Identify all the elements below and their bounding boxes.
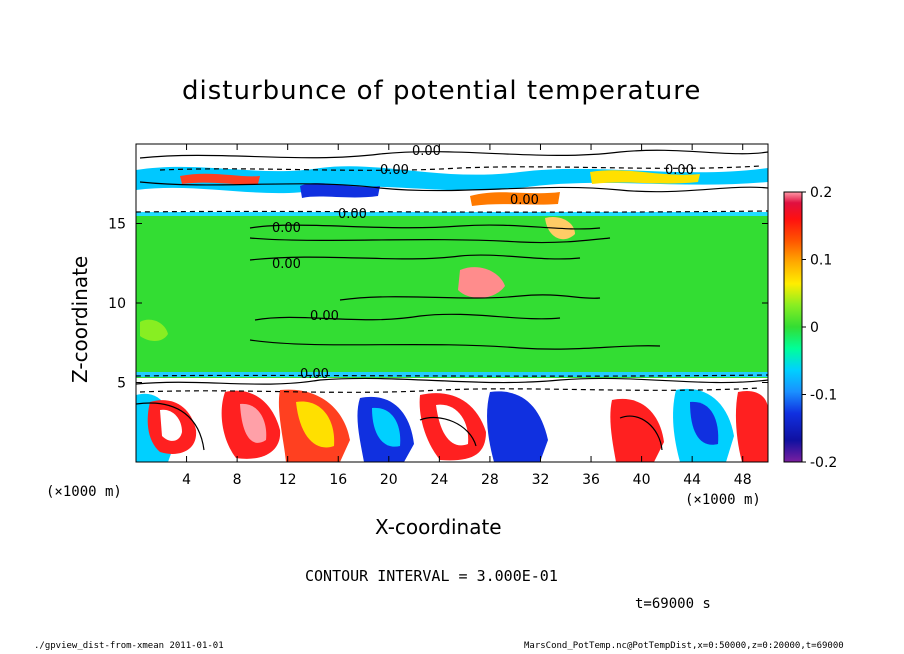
lower-patch-white-7 xyxy=(558,391,616,461)
contour-line-12 xyxy=(619,415,663,451)
mid-patch-2 xyxy=(458,267,505,298)
chart-title: disturbunce of potential temperature xyxy=(182,76,702,106)
x-tick-label-6: 28 xyxy=(481,472,499,488)
contour-line-5 xyxy=(254,313,561,321)
contour-label-6: 0.00 xyxy=(310,309,339,324)
mid-patch-1 xyxy=(140,319,168,341)
footer-left: ./gpview_dist-from-xmean 2011-01-01 xyxy=(34,641,224,651)
y-tick-label-0: 5 xyxy=(117,376,126,392)
dashed-contours xyxy=(136,165,768,393)
x-tick-label-5: 24 xyxy=(430,472,448,488)
x-tick-label-0: 4 xyxy=(182,472,191,488)
x-tick-label-3: 16 xyxy=(329,472,347,488)
lower-patch-cyan-4 xyxy=(372,407,401,447)
contour-line-11 xyxy=(419,416,477,447)
colorbar xyxy=(783,191,803,463)
contour-line-1 xyxy=(249,224,601,230)
lower-patch-red-10 xyxy=(735,390,768,462)
upper-patch-yellow xyxy=(590,170,700,184)
dashed-contour-4 xyxy=(139,387,761,393)
contour-label-8: 0.00 xyxy=(510,193,539,208)
lower-patch-white-1 xyxy=(160,409,182,441)
x-tick-label-2: 12 xyxy=(279,472,297,488)
time-label: t=69000 s xyxy=(635,596,711,612)
contour-label-1: 0.00 xyxy=(380,163,409,178)
colorbar-label-3: -0.1 xyxy=(810,388,837,404)
upper-patch-orange xyxy=(470,192,560,206)
contour-line-8 xyxy=(139,181,768,193)
lower-patch-pink-2 xyxy=(240,403,267,443)
contour-label-0: 0.00 xyxy=(412,144,441,159)
neutral-band xyxy=(136,214,768,378)
y-tick-label-1: 10 xyxy=(108,296,126,312)
dashed-contour-1 xyxy=(136,210,768,213)
y-axis-unit: (×1000 m) xyxy=(46,484,122,500)
x-axis-ticks: 4 8 12 16 20 24 28 32 36 40 44 48 xyxy=(182,144,752,488)
lower-patch-white-5 xyxy=(436,404,469,446)
contour-label-4: 0.00 xyxy=(272,221,301,236)
contour-lines xyxy=(136,149,768,451)
contour-line-7 xyxy=(139,149,768,159)
x-tick-label-4: 20 xyxy=(380,472,398,488)
x-tick-label-11: 48 xyxy=(734,472,752,488)
dashed-contour-2 xyxy=(136,374,768,377)
y-tick-label-2: 15 xyxy=(108,217,126,233)
x-tick-label-8: 36 xyxy=(582,472,600,488)
x-tick-label-10: 44 xyxy=(683,472,701,488)
x-tick-label-1: 8 xyxy=(233,472,242,488)
contour-line-6 xyxy=(249,339,661,350)
contour-line-9 xyxy=(136,377,768,385)
lower-patch-blue-6 xyxy=(487,391,548,462)
footer-right: MarsCond_PotTemp.nc@PotTempDist,x=0:5000… xyxy=(524,641,844,651)
lower-patch-red-8 xyxy=(610,398,664,462)
contour-label-2: 0.00 xyxy=(665,163,694,178)
heatmap-field xyxy=(136,144,768,462)
x-tick-label-7: 32 xyxy=(532,472,550,488)
lower-patch-blue-9 xyxy=(690,401,719,445)
contour-line-2 xyxy=(249,237,611,244)
colorbar-ticks: 0.2 0.1 0 -0.1 -0.2 xyxy=(802,185,837,471)
contour-labels: 0.000.00 0.000.000.000.000.000.000.00 xyxy=(272,144,694,382)
contour-label-5: 0.00 xyxy=(272,257,301,272)
colorbar-label-1: 0.1 xyxy=(810,253,832,269)
y-axis-ticks: 5 10 15 xyxy=(108,217,768,392)
upper-boundary-strip xyxy=(136,212,768,216)
contour-label-3: 0.00 xyxy=(338,207,367,222)
colorbar-label-0: 0.2 xyxy=(810,185,832,201)
colorbar-label-4: -0.2 xyxy=(810,455,837,471)
contour-line-3 xyxy=(249,254,581,261)
x-axis-unit: (×1000 m) xyxy=(685,492,761,508)
x-tick-label-9: 40 xyxy=(633,472,651,488)
contour-line-10 xyxy=(136,402,205,451)
x-axis-label: X-coordinate xyxy=(375,515,502,539)
lower-boundary-strip xyxy=(136,372,768,377)
contour-interval-text: CONTOUR INTERVAL = 3.000E-01 xyxy=(305,567,558,585)
dashed-contour-3 xyxy=(159,165,761,171)
contour-label-7: 0.00 xyxy=(300,367,329,382)
lower-patch-yellow-3 xyxy=(296,401,335,448)
contour-line-4 xyxy=(339,294,601,301)
colorbar-label-2: 0 xyxy=(810,320,819,336)
upper-patch-red xyxy=(180,173,260,185)
upper-patch-blue xyxy=(300,183,380,198)
